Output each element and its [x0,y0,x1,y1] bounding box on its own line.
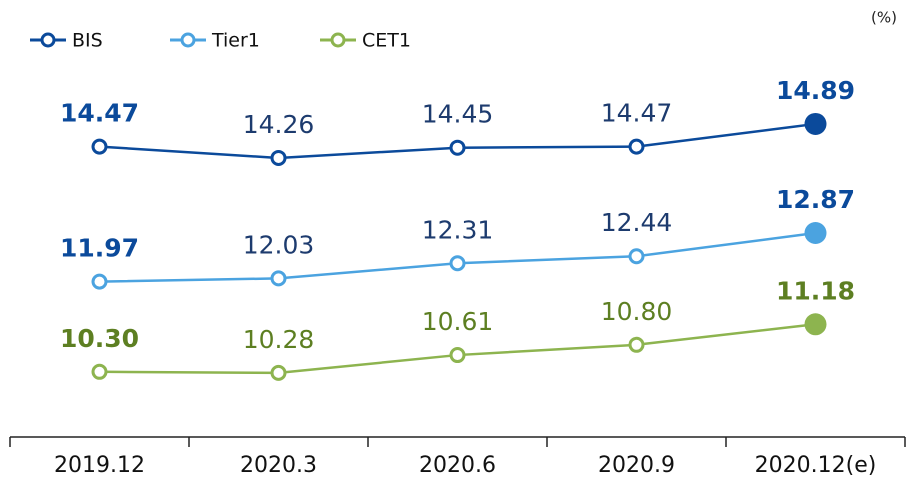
data-label: 14.47 [60,99,139,128]
unit-label: (%) [871,9,897,27]
data-point [804,112,827,135]
data-label: 11.97 [60,234,139,263]
data-point [449,139,466,156]
x-tick-label: 2020.6 [419,453,496,478]
data-label: 12.31 [422,215,494,244]
data-label: 12.44 [601,208,673,237]
data-point [91,273,108,290]
data-label: 14.89 [776,76,855,105]
x-tick-label: 2020.9 [598,453,675,478]
legend-label: Tier1 [211,30,260,52]
legend-label: CET1 [362,30,411,52]
data-label: 12.03 [243,230,315,259]
data-point [91,138,108,155]
data-point [270,364,287,381]
data-label: 10.28 [243,325,315,354]
data-point [270,270,287,287]
data-label: 10.80 [601,297,673,326]
data-point [628,138,645,155]
x-tick-label: 2020.3 [240,453,317,478]
data-label: 11.18 [776,276,855,305]
data-label: 12.87 [776,185,855,214]
data-point [91,363,108,380]
x-tick-label: 2019.12 [54,453,145,478]
data-point [804,313,827,336]
x-tick-label: 2020.12(e) [755,453,877,478]
legend-marker [40,32,56,48]
legend-label: BIS [72,30,103,52]
data-point [449,347,466,364]
legend-marker [180,32,196,48]
legend-marker [330,32,346,48]
data-label: 10.61 [422,307,494,336]
data-label: 14.47 [601,99,673,128]
data-label: 10.30 [60,324,139,353]
data-point [628,336,645,353]
data-point [449,255,466,272]
data-point [804,222,827,245]
data-label: 14.45 [422,100,494,129]
data-label: 14.26 [243,110,315,139]
data-point [270,149,287,166]
data-point [628,248,645,265]
